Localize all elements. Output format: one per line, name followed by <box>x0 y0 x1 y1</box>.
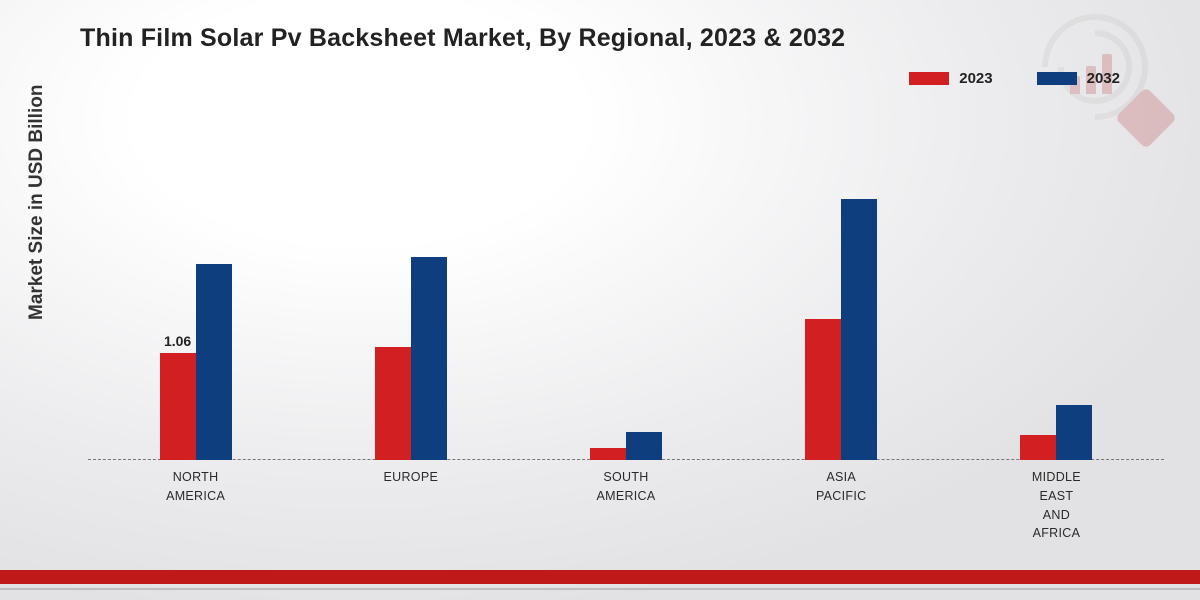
bar <box>1020 435 1056 460</box>
bar <box>196 264 232 460</box>
bar-group: ASIA PACIFIC <box>734 108 949 460</box>
bar-pair <box>949 108 1164 460</box>
chart-canvas: Thin Film Solar Pv Backsheet Market, By … <box>0 0 1200 600</box>
bar-pair: 1.06 <box>88 108 303 460</box>
legend-label-2023: 2023 <box>959 70 992 87</box>
category-label: ASIA PACIFIC <box>816 460 866 506</box>
bar <box>375 347 411 460</box>
legend-item-2023: 2023 <box>909 70 992 87</box>
category-label: MIDDLE EAST AND AFRICA <box>1032 460 1081 543</box>
bar <box>411 257 447 460</box>
footer-bar <box>0 570 1200 584</box>
plot-area: 1.06NORTH AMERICAEUROPESOUTH AMERICAASIA… <box>88 108 1164 460</box>
bar <box>805 319 841 460</box>
bar-pair <box>303 108 518 460</box>
bar <box>841 199 877 460</box>
bar <box>590 448 626 460</box>
bar <box>160 353 196 460</box>
category-label: SOUTH AMERICA <box>596 460 655 506</box>
category-label: EUROPE <box>384 460 439 487</box>
bar-group: EUROPE <box>303 108 518 460</box>
bar-pair <box>734 108 949 460</box>
y-axis-label: Market Size in USD Billion <box>26 85 48 320</box>
bar-group: 1.06NORTH AMERICA <box>88 108 303 460</box>
bar-pair <box>518 108 733 460</box>
legend-item-2032: 2032 <box>1037 70 1120 87</box>
legend-swatch-2023 <box>909 72 949 85</box>
footer-divider <box>0 588 1200 590</box>
bar <box>1056 405 1092 460</box>
legend-swatch-2032 <box>1037 72 1077 85</box>
bar-group: MIDDLE EAST AND AFRICA <box>949 108 1164 460</box>
bar <box>626 432 662 460</box>
legend: 2023 2032 <box>909 70 1120 87</box>
bar-group: SOUTH AMERICA <box>518 108 733 460</box>
chart-title: Thin Film Solar Pv Backsheet Market, By … <box>80 24 845 53</box>
bar-value-label: 1.06 <box>164 333 191 349</box>
legend-label-2032: 2032 <box>1087 70 1120 87</box>
bar-groups: 1.06NORTH AMERICAEUROPESOUTH AMERICAASIA… <box>88 108 1164 460</box>
category-label: NORTH AMERICA <box>166 460 225 506</box>
